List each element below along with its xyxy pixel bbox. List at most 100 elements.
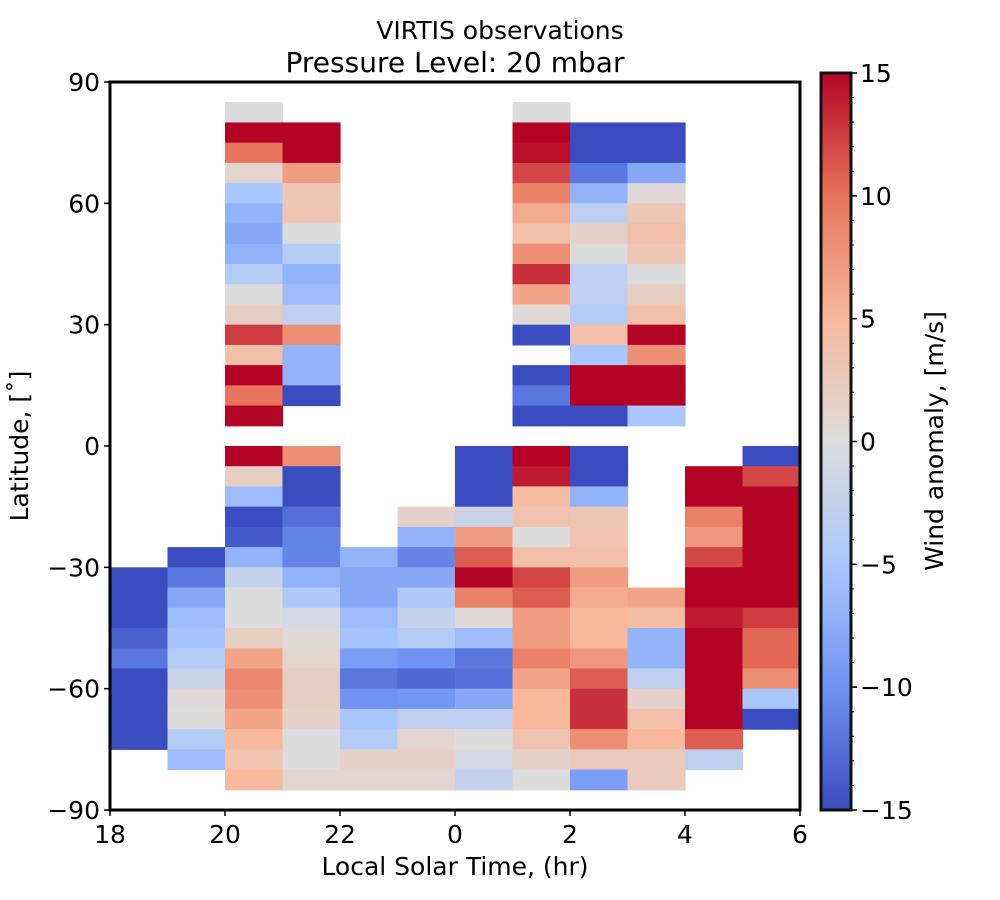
heatmap-cell [627, 122, 686, 144]
heatmap-cell [340, 708, 399, 730]
heatmap-cell [685, 708, 744, 730]
heatmap-cell [282, 708, 341, 730]
heatmap-cell [225, 324, 284, 346]
heatmap-cell [685, 506, 744, 528]
heatmap-cell [570, 284, 629, 306]
heatmap-cell [225, 446, 284, 467]
heatmap-cell [685, 567, 744, 589]
heatmap-cell [570, 223, 629, 245]
heatmap-cell [512, 547, 571, 568]
heatmap-cell [627, 142, 686, 164]
y-tick-label: 30 [68, 311, 100, 340]
heatmap-cell [167, 567, 226, 589]
heatmap-cell [340, 668, 399, 690]
heatmap-cell [282, 162, 341, 184]
heatmap-cell [627, 708, 686, 730]
heatmap-cell [685, 668, 744, 690]
heatmap-cell [512, 506, 571, 528]
heatmap-cell [110, 648, 169, 670]
heatmap-cell [512, 264, 571, 285]
heatmap-cell [340, 567, 399, 589]
heatmap-cell [225, 203, 284, 225]
heatmap-cell [225, 304, 284, 326]
heatmap-cell [340, 749, 399, 771]
heatmap-cell [685, 466, 744, 488]
heatmap-cell [627, 385, 686, 407]
heatmap-cell [110, 587, 169, 609]
heatmap-cell [512, 648, 571, 670]
heatmap-cell [512, 223, 571, 245]
heatmap-cell [570, 749, 629, 771]
heatmap-cell [685, 587, 744, 609]
heatmap-cell [512, 729, 571, 750]
heatmap-cell [397, 607, 456, 629]
heatmap-cell [282, 486, 341, 508]
colorbar-tick-label: −15 [860, 796, 913, 825]
heatmap-cell [455, 729, 514, 750]
colorbar-tick-label: −10 [860, 673, 913, 702]
heatmap-cell [685, 729, 744, 750]
heatmap-cell [397, 708, 456, 730]
heatmap-cell [167, 749, 226, 771]
heatmap-cell [110, 628, 169, 649]
heatmap-cell [282, 264, 341, 285]
heatmap-cell [225, 183, 284, 204]
y-axis: 90 60 30 0 −30 −60 −90 [47, 68, 110, 825]
heatmap-cell [627, 628, 686, 649]
heatmap-cell [742, 526, 801, 548]
heatmap-cell [282, 365, 341, 386]
heatmap-cell [225, 162, 284, 184]
heatmap-cell [282, 324, 341, 346]
heatmap-cell [570, 506, 629, 528]
heatmap-cell [570, 344, 629, 366]
heatmap-cell [627, 183, 686, 204]
heatmap-cell [512, 122, 571, 144]
heatmap-cell [627, 405, 686, 427]
heatmap-cell [340, 587, 399, 609]
heatmap-cell [512, 668, 571, 690]
x-tick-label: 6 [792, 820, 808, 849]
y-tick-label: −60 [47, 675, 100, 704]
heatmap-cell [282, 547, 341, 568]
heatmap-cell [512, 567, 571, 589]
heatmap-cell [627, 729, 686, 750]
heatmap-cell [225, 688, 284, 710]
x-tick-label: 22 [324, 820, 356, 849]
heatmap-cell [282, 223, 341, 245]
heatmap-cell [512, 324, 571, 346]
heatmap-cell [685, 486, 744, 508]
heatmap-cell [627, 668, 686, 690]
heatmap-cell [225, 102, 284, 124]
heatmap-cell [340, 769, 399, 791]
heatmap-cell [225, 567, 284, 589]
heatmap-cell [742, 688, 801, 710]
heatmap-cell [397, 648, 456, 670]
heatmap-cell [340, 729, 399, 750]
heatmap-cell [282, 446, 341, 467]
y-tick-label: −30 [47, 553, 100, 582]
heatmap-cell [570, 729, 629, 750]
heatmap-cell [225, 344, 284, 366]
heatmap-cell [742, 446, 801, 467]
heatmap-cell [742, 506, 801, 528]
heatmap-cell [570, 688, 629, 710]
heatmap-cell [685, 547, 744, 568]
heatmap-cell [340, 607, 399, 629]
heatmap-cell [225, 142, 284, 164]
colorbar-label: Wind anomaly, [m/s] [920, 311, 949, 571]
heatmap-cell [570, 162, 629, 184]
heatmap-cell [282, 567, 341, 589]
heatmap-cell [455, 567, 514, 589]
heatmap-cell [627, 365, 686, 386]
heatmap-cell [282, 668, 341, 690]
heatmap-cell [282, 142, 341, 164]
heatmap-cell [282, 304, 341, 326]
heatmap-cell [455, 648, 514, 670]
heatmap-cells [110, 102, 801, 791]
heatmap-cell [455, 708, 514, 730]
heatmap-cell [742, 567, 801, 589]
y-tick-label: 0 [84, 432, 100, 461]
colorbar-tick-label: 15 [860, 59, 892, 88]
heatmap-cell [455, 466, 514, 488]
